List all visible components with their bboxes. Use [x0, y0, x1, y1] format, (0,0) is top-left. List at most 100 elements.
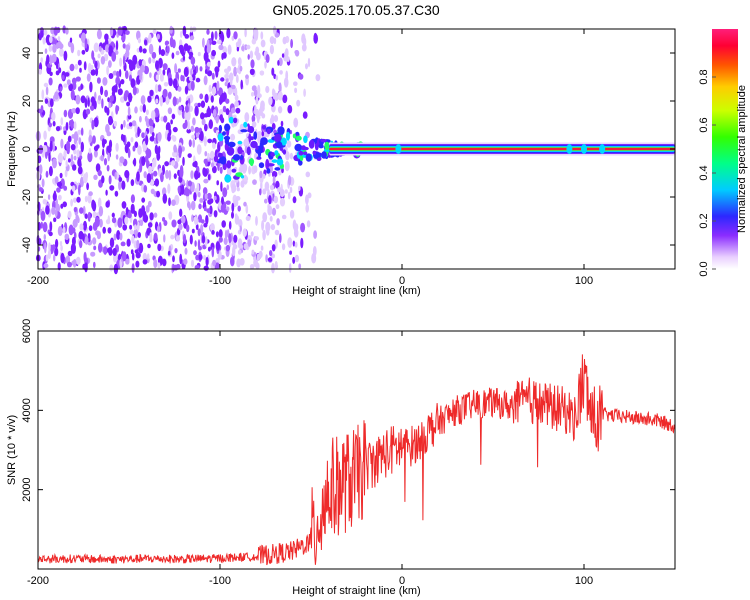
spectrogram-noise-cell: [114, 190, 119, 197]
spectrogram-noise-cell: [162, 258, 167, 267]
spectrogram-noise-cell: [139, 219, 144, 227]
spectrogram-noise-cell: [281, 214, 287, 220]
spectrogram-noise-cell: [93, 117, 99, 128]
spectrogram-noise-cell: [83, 61, 87, 71]
spectrogram-noise-cell: [226, 28, 231, 39]
spectrogram-noise-cell: [253, 165, 258, 174]
spectrogram-noise-cell: [269, 117, 273, 125]
spectrogram-noise-cell: [198, 246, 202, 251]
spectrogram-noise-cell: [47, 194, 51, 200]
spectrogram-noise-cell: [103, 246, 108, 255]
spectrogram-noise-cell: [131, 120, 137, 127]
x-tick-label: -200: [27, 575, 49, 587]
spectrogram-noise-cell: [225, 200, 231, 205]
spectrogram-noise-cell: [265, 85, 270, 94]
spectrogram-noise-cell: [57, 262, 61, 271]
spectrogram-noise-cell: [269, 44, 274, 55]
spectrogram-noise-cell: [279, 188, 285, 198]
spectrogram-noise-cell: [236, 187, 240, 192]
spectrogram-noise-cell: [172, 39, 176, 49]
spectrogram-noise-cell: [131, 263, 135, 274]
spectrogram-transition-blob: [266, 163, 275, 167]
spectrogram-noise-cell: [293, 81, 298, 86]
spectrogram-noise-cell: [144, 155, 149, 163]
spectrogram-noise-cell: [203, 158, 208, 164]
spectrogram-noise-cell: [166, 45, 170, 54]
spectrogram-noise-cell: [179, 46, 185, 55]
spectrogram-noise-cell: [241, 45, 245, 52]
spectrogram-noise-cell: [125, 49, 130, 58]
spectrogram-noise-cell: [277, 91, 283, 101]
spectrogram-transition-blob: [314, 143, 319, 151]
spectrogram-noise-cell: [41, 178, 45, 188]
spectrogram-noise-cell: [51, 53, 57, 63]
spectrogram-noise-cell: [68, 120, 73, 127]
spectrogram-noise-cell: [49, 221, 53, 232]
spectrogram-noise-cell: [203, 200, 206, 207]
spectrogram-noise-cell: [288, 263, 292, 273]
spectrogram-noise-cell: [182, 55, 186, 61]
spectrogram-noise-cell: [65, 160, 68, 167]
spectrogram-noise-cell: [271, 88, 275, 96]
spectrogram-noise-cell: [222, 187, 228, 198]
y-tick-label: -20: [21, 189, 33, 205]
spectrogram-noise-cell: [94, 216, 100, 228]
y-tick-label: 4000: [21, 398, 33, 422]
spectrogram-noise-cell: [153, 258, 158, 269]
spectrogram-transition-blob: [298, 150, 304, 156]
spectrogram-noise-cell: [208, 119, 213, 130]
spectrogram-noise-cell: [67, 261, 72, 268]
spectrogram-noise-cell: [163, 234, 166, 243]
spectrogram-noise-cell: [80, 95, 86, 104]
spectrogram-noise-cell: [190, 35, 195, 41]
spectrogram-noise-cell: [156, 190, 161, 198]
spectrogram-noise-cell: [73, 121, 77, 130]
spectrogram-transition-blob: [320, 138, 327, 143]
spectrogram-noise-cell: [294, 87, 298, 94]
spectrogram-noise-cell: [199, 66, 203, 72]
spectrogram-noise-cell: [228, 72, 234, 82]
spectrogram-band-layer: [329, 148, 675, 150]
spectrogram-noise-cell: [82, 173, 88, 184]
spectrogram-noise-cell: [312, 246, 317, 257]
spectrogram-noise-cell: [234, 215, 240, 225]
spectrogram-noise-cell: [164, 161, 170, 167]
spectrogram-transition-blob: [305, 153, 312, 162]
spectrogram-noise-cell: [137, 145, 142, 156]
spectrogram-noise-cell: [247, 239, 252, 247]
spectrogram-noise-cell: [252, 179, 257, 185]
spectrogram-noise-cell: [197, 51, 201, 57]
spectrogram-noise-cell: [159, 73, 164, 82]
spectrogram-noise-cell: [298, 73, 304, 80]
spectrogram-noise-cell: [81, 49, 86, 55]
spectrogram-noise-cell: [138, 242, 144, 254]
spectrogram-noise-cell: [294, 254, 300, 263]
spectrogram-noise-cell: [269, 36, 275, 45]
spectrogram-noise-cell: [100, 56, 106, 65]
spectrogram-noise-cell: [112, 247, 117, 257]
spectrogram-noise-cell: [181, 215, 186, 224]
spectrogram-noise-cell: [199, 93, 204, 100]
spectrogram-noise-cell: [165, 169, 169, 179]
spectrogram-noise-cell: [259, 170, 263, 179]
spectrogram-noise-cell: [141, 156, 146, 166]
spectrogram-noise-cell: [127, 211, 132, 219]
spectrogram-noise-cell: [313, 32, 318, 44]
spectrogram-noise-cell: [102, 77, 108, 86]
spectrogram-noise-cell: [222, 105, 227, 113]
spectrogram-noise-cell: [134, 141, 139, 148]
spectrogram-noise-cell: [55, 238, 59, 249]
spectrogram-noise-cell: [41, 89, 45, 100]
spectrogram-transition-blob: [303, 151, 308, 156]
spectrogram-noise-cell: [149, 125, 154, 135]
spectrogram-noise-cell: [271, 244, 276, 252]
y-tick-label: -40: [21, 237, 33, 253]
spectrogram-noise-cell: [117, 88, 123, 96]
spectrogram-noise-cell: [77, 216, 80, 224]
spectrogram-noise-cell: [80, 141, 85, 153]
spectrogram-noise-cell: [177, 68, 181, 73]
spectrogram-noise-cell: [209, 223, 215, 232]
spectrogram-noise-cell: [146, 173, 152, 184]
spectrogram-noise-cell: [72, 164, 77, 171]
spectrogram-noise-cell: [125, 70, 129, 79]
